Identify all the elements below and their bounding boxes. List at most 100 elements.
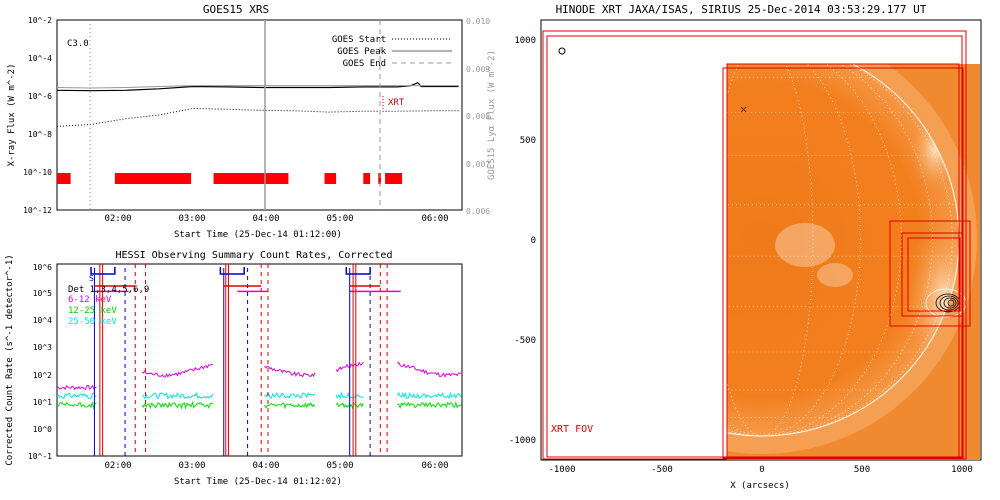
hessi-flag-1 (219, 267, 245, 275)
longitude-line (727, 64, 953, 436)
goes-night-bars (57, 173, 403, 184)
hessi-xtick-0: 02:00 (104, 461, 131, 471)
hessi-xtick-4: 06:00 (421, 461, 448, 471)
goes-series-group (56, 81, 459, 127)
goes-class-annotation: C3.0 (67, 39, 89, 49)
xrt-panel: HINODE XRT JAXA/ISAS, SIRIUS 25-Dec-2014… (509, 3, 982, 491)
goes-xtick-1: 03:00 (178, 214, 205, 224)
hessi-ytick-2: 10^4 (33, 316, 52, 325)
goes-y2tick-2: 0.008 (466, 112, 490, 121)
hessi-legend-6-12: 6-12 keV (68, 295, 112, 305)
goes-series-0 (56, 81, 459, 92)
image-fov-box-inner (726, 63, 960, 459)
goes-ytick-3: 10^-8 (28, 130, 52, 139)
xrt-ytick-4: -1000 (509, 436, 536, 446)
goes-y2tick-3: 0.007 (466, 160, 490, 169)
goes-legend-peak: GOES Peak (337, 47, 386, 57)
hessi-ytick-5: 10^1 (33, 398, 52, 407)
hessi-plot-frame (56, 263, 463, 457)
goes-ytick-5: 10^-12 (23, 206, 52, 215)
xrt-ytick-3: -500 (514, 336, 536, 346)
xrt-xtick-0: -1000 (548, 465, 575, 475)
hessi-fov-box-2 (901, 232, 963, 317)
goes-series-1 (56, 107, 459, 127)
goes-xtick-3: 05:00 (326, 214, 353, 224)
contour (943, 297, 957, 309)
reference-circle (558, 47, 566, 55)
hessi-flag-label: S (89, 274, 94, 283)
hessi-12-25-seg-4 (397, 400, 462, 410)
goes-ytick-1: 10^-4 (28, 54, 52, 63)
goes-ytick-4: 10^-10 (23, 168, 52, 177)
hessi-xtick-1: 03:00 (178, 461, 205, 471)
sun-image: ✕ (727, 64, 980, 460)
contour (939, 295, 959, 311)
active-region (775, 223, 835, 267)
hessi-ytick-3: 10^3 (33, 343, 52, 352)
xrt-xlabel: X (arcsecs) (730, 481, 790, 491)
hessi-ytick-4: 10^2 (33, 371, 52, 380)
goes-y2tick-0: 0.010 (466, 17, 490, 26)
fov-boxes (542, 30, 971, 460)
xrt-ytick-2: 0 (531, 236, 536, 246)
night-bar-3 (324, 173, 337, 184)
xrt-xtick-3: 500 (854, 465, 870, 475)
hessi-title: HESSI Observing Summary Count Rates, Cor… (116, 250, 393, 261)
goes-y2tick-1: 0.009 (466, 65, 490, 74)
goes-y2tick-4: 0.006 (466, 207, 490, 216)
hessi-ytick-6: 10^0 (33, 425, 52, 434)
hessi-panel: HESSI Observing Summary Count Rates, Cor… (5, 250, 463, 487)
hessi-12-25-seg-2 (264, 401, 316, 410)
heliographic-grid (727, 64, 959, 436)
bright-patch (817, 263, 853, 287)
hessi-ytick-7: 10^-1 (28, 452, 52, 461)
dark-spot: ✕ (740, 102, 747, 116)
hessi-xtick-3: 05:00 (326, 461, 353, 471)
goes-series-2 (56, 85, 459, 89)
goes-title: GOES15 XRS (203, 3, 269, 16)
hessi-ytick-0: 10^6 (33, 263, 52, 272)
longitude-line (727, 64, 861, 436)
hessi-ytick-1: 10^5 (33, 289, 52, 298)
goes-xrt-label: XRT (388, 98, 405, 108)
xrt-xtick-4: 1000 (951, 465, 973, 475)
hessi-6-12-seg-0 (56, 384, 97, 391)
goes-xtick-4: 06:00 (421, 214, 448, 224)
goes-panel: GOES15 XRS C3.0 XRT GOES Start GOES Peak… (7, 3, 497, 240)
sun-disk (727, 64, 959, 436)
goes-plot-frame (56, 19, 463, 211)
hessi-25-50-seg-2 (264, 392, 316, 399)
longitude-line (727, 64, 814, 436)
xrt-xtick-1: -500 (651, 465, 673, 475)
goes-legend-start: GOES Start (332, 35, 386, 45)
goes-legend-end: GOES End (343, 59, 386, 69)
hessi-6-12-seg-2 (264, 365, 316, 378)
hessi-fov-box (889, 220, 971, 327)
hessi-legend-det: Det 1,3,4,5,6,9 (68, 285, 149, 295)
hessi-25-50-seg-0 (56, 392, 97, 400)
hessi-ylabel: Corrected Count Rate (s^-1 detector^-1) (5, 254, 15, 465)
goes-xtick-0: 02:00 (104, 214, 131, 224)
xrt-ytick-1: 500 (520, 136, 536, 146)
contour (947, 299, 955, 307)
xrt-title: HINODE XRT JAXA/ISAS, SIRIUS 25-Dec-2014… (556, 3, 927, 16)
night-bar-1 (114, 173, 192, 184)
night-bar-2 (213, 173, 289, 184)
goes-ytick-2: 10^-6 (28, 92, 52, 101)
xrt-fov-box (542, 30, 967, 460)
hessi-6-12-seg-4 (397, 361, 462, 378)
hessi-flag-0 (90, 267, 116, 275)
hessi-25-50-seg-1 (142, 391, 214, 400)
xrt-fov-label: XRT FOV (551, 424, 593, 435)
longitude-line (727, 64, 902, 436)
goes-ylabel: X-ray Flux (W m^-2) (7, 64, 17, 167)
hessi-xtick-2: 04:00 (252, 461, 279, 471)
night-bar-4 (363, 173, 371, 184)
night-bar-5 (378, 173, 381, 184)
hessi-6-12-seg-1 (141, 363, 214, 378)
night-bar-6 (385, 173, 403, 184)
hessi-legend-25-50: 25-50 keV (68, 317, 117, 327)
goes-xtick-2: 04:00 (252, 214, 279, 224)
hessi-25-50-seg-4 (396, 391, 462, 400)
